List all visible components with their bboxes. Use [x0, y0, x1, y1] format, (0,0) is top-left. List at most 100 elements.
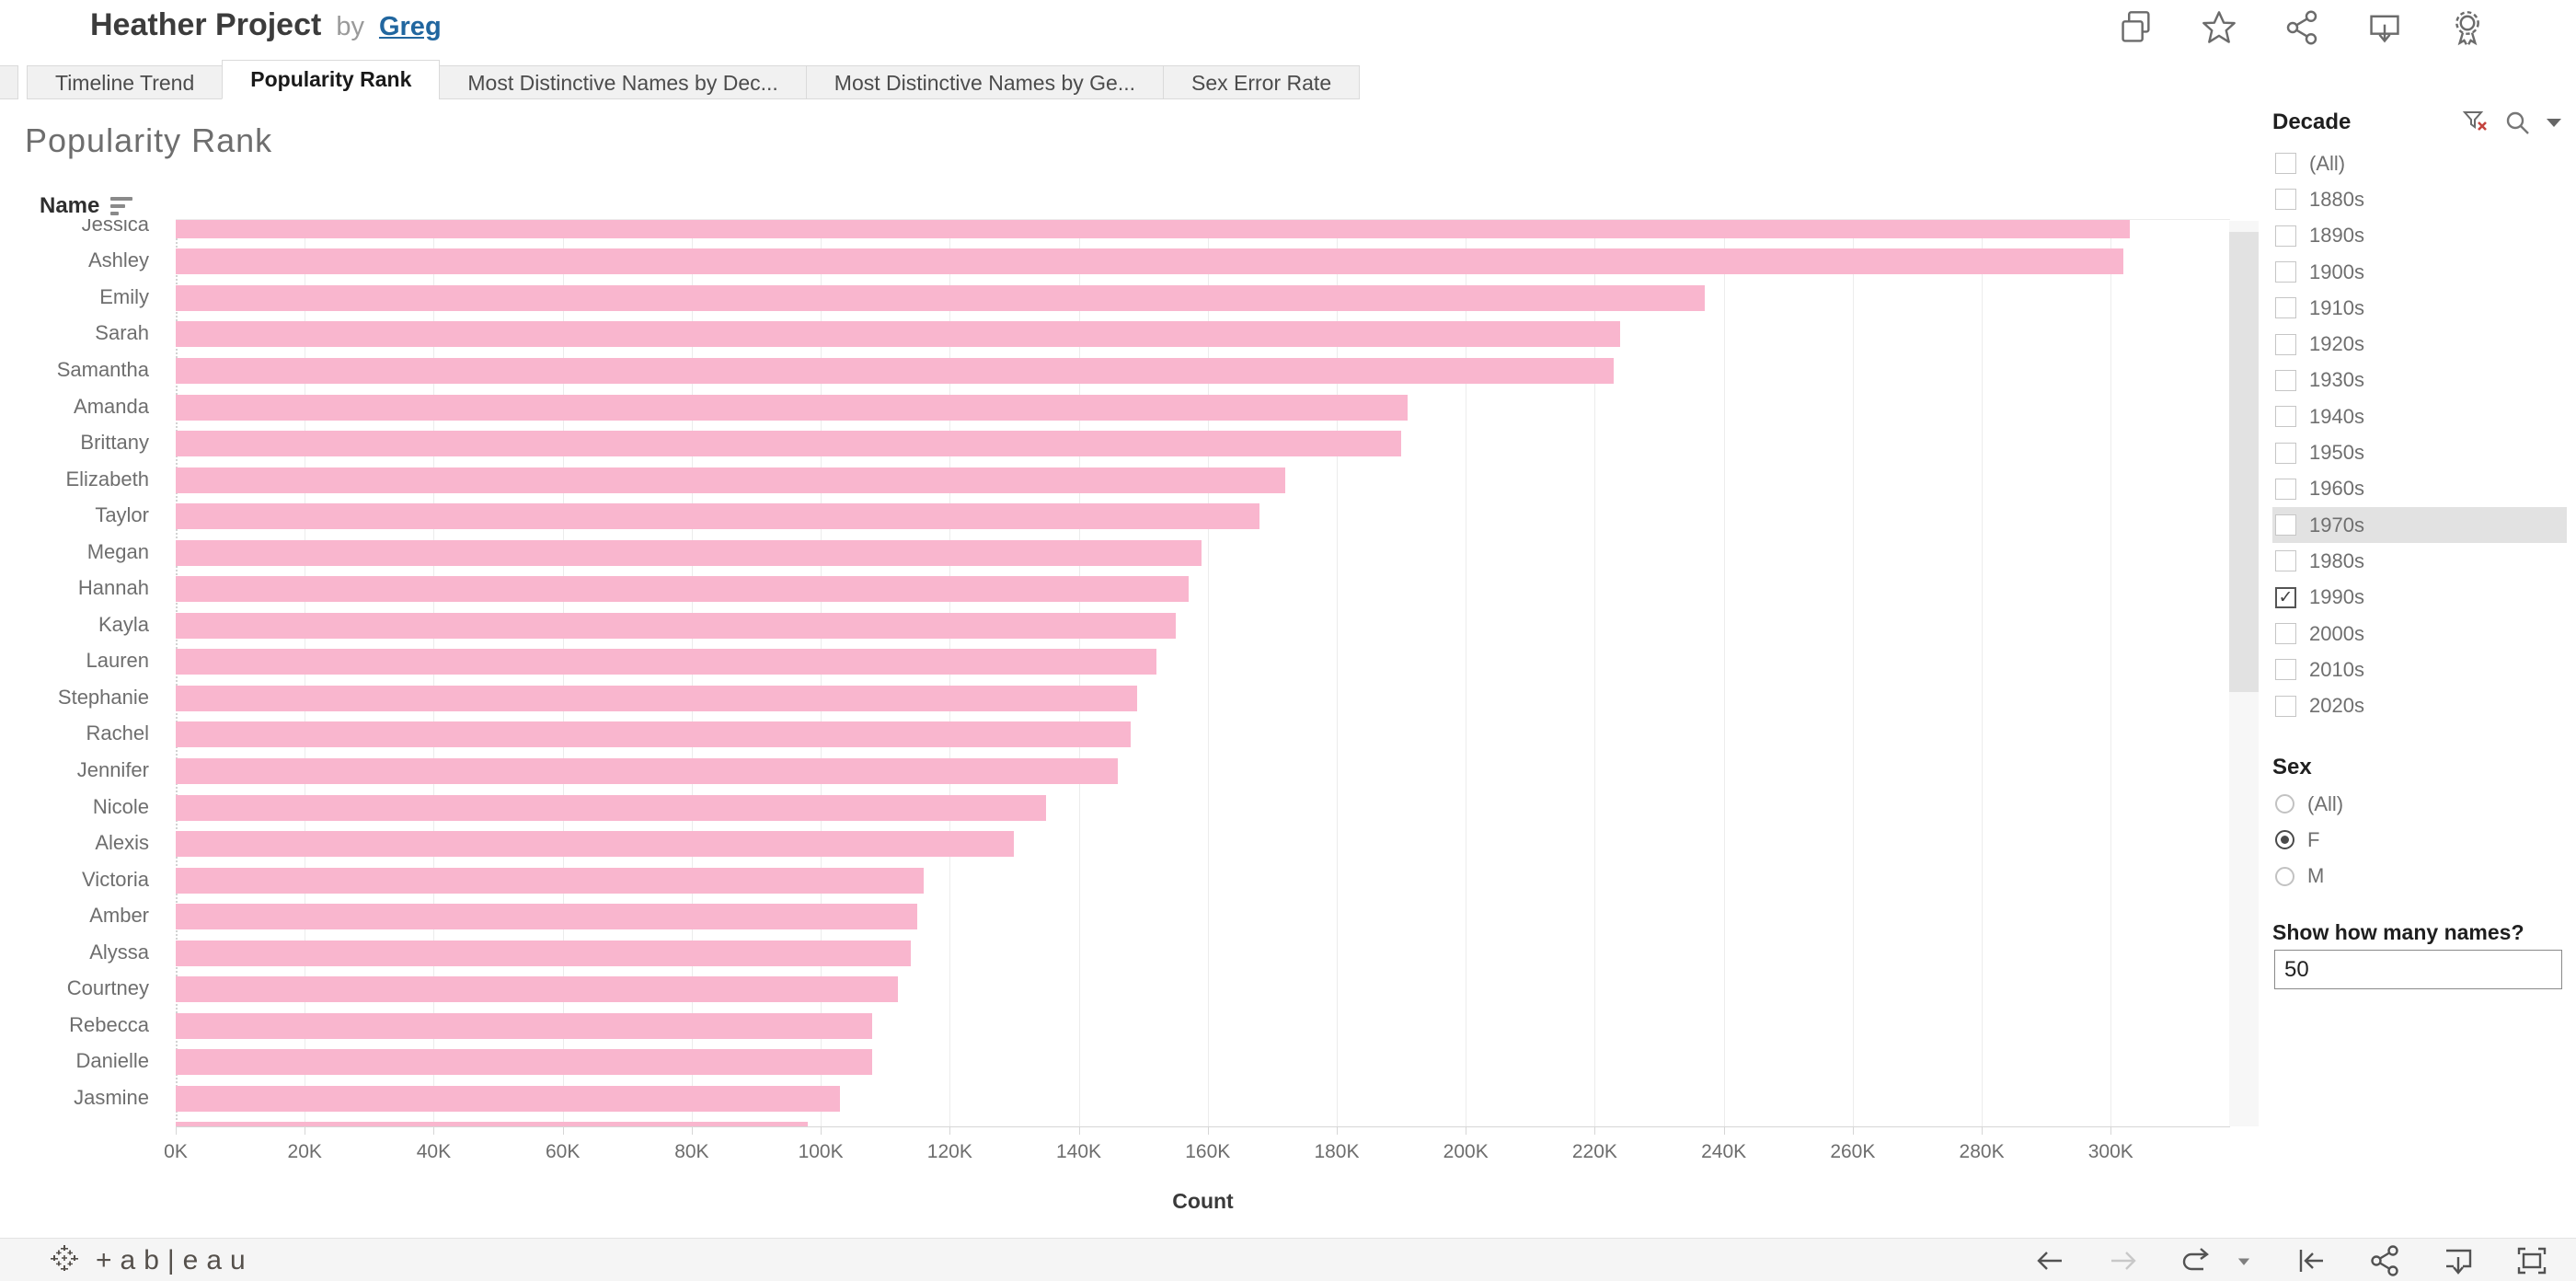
bar-jennifer[interactable]	[176, 757, 1118, 784]
bar-emily[interactable]	[176, 284, 1705, 311]
tab-popularity-rank[interactable]: Popularity Rank	[222, 60, 441, 99]
y-label-nicole: Nicole	[92, 794, 149, 818]
replay-icon[interactable]	[2180, 1244, 2214, 1277]
checkbox-2020s[interactable]	[2275, 695, 2296, 717]
x-tick-0k: 0K	[164, 1141, 188, 1162]
checkbox-1920s[interactable]	[2275, 333, 2296, 355]
bar-sarah[interactable]	[176, 321, 1621, 348]
bar-taylor[interactable]	[176, 503, 1259, 530]
decade-option-1910s[interactable]: 1910s	[2272, 290, 2567, 326]
decade-option-1950s[interactable]: 1950s	[2272, 434, 2567, 470]
tab-sex-error-rate[interactable]: Sex Error Rate	[1163, 65, 1361, 99]
checkbox-all[interactable]	[2275, 153, 2296, 175]
column-header-name[interactable]: Name	[40, 193, 133, 219]
checkbox-1930s[interactable]	[2275, 369, 2296, 391]
checkbox-2000s[interactable]	[2275, 623, 2296, 644]
clear-filter-icon[interactable]	[2462, 109, 2490, 136]
checkbox-1910s[interactable]	[2275, 297, 2296, 319]
award-icon[interactable]	[2449, 9, 2486, 51]
decade-option-1940s[interactable]: 1940s	[2272, 398, 2567, 434]
bar-victoria[interactable]	[176, 867, 925, 894]
bar-courtney[interactable]	[176, 976, 899, 1003]
bar-amanda[interactable]	[176, 394, 1409, 421]
undo-icon[interactable]	[2033, 1244, 2066, 1277]
bar-rebecca[interactable]	[176, 1012, 873, 1039]
tickmark	[433, 1127, 435, 1135]
replay-caret-icon[interactable]	[2234, 1251, 2254, 1271]
download-icon[interactable]	[2366, 9, 2403, 51]
chart-scrollbar[interactable]	[2229, 221, 2259, 1126]
decade-option-1890s[interactable]: 1890s	[2272, 218, 2567, 254]
bar-danielle[interactable]	[176, 1049, 873, 1076]
radio-f[interactable]	[2275, 830, 2294, 850]
checkbox-1880s[interactable]	[2275, 189, 2296, 211]
bar-hannah[interactable]	[176, 576, 1189, 603]
search-icon[interactable]	[2504, 110, 2530, 135]
checkbox-1960s[interactable]	[2275, 478, 2296, 500]
bar-kayla[interactable]	[176, 612, 1176, 639]
checkbox-1950s[interactable]	[2275, 442, 2296, 464]
share-icon[interactable]	[2283, 9, 2320, 51]
bar-rachel[interactable]	[176, 721, 1131, 748]
bar-lauren[interactable]	[176, 649, 1156, 675]
bar-blank[interactable]	[176, 1122, 809, 1127]
bar-amber[interactable]	[176, 904, 918, 930]
decade-option-2020s[interactable]: 2020s	[2272, 687, 2567, 723]
checkbox-1980s[interactable]	[2275, 550, 2296, 572]
bar-row-rachel	[176, 717, 2230, 754]
decade-option-all[interactable]: (All)	[2272, 145, 2567, 181]
sex-option-all[interactable]: (All)	[2272, 786, 2567, 822]
tab-timeline-trend[interactable]: Timeline Trend	[27, 65, 224, 99]
sex-option-f[interactable]: F	[2272, 822, 2567, 858]
decade-option-1960s[interactable]: 1960s	[2272, 471, 2567, 507]
names-count-input[interactable]	[2274, 950, 2562, 989]
decade-option-2010s[interactable]: 2010s	[2272, 652, 2567, 687]
redo-icon[interactable]	[2107, 1244, 2140, 1277]
checkbox-2010s[interactable]	[2275, 659, 2296, 681]
tickmark	[1594, 1127, 1596, 1135]
x-tick-220k: 220K	[1571, 1141, 1617, 1162]
bar-ashley[interactable]	[176, 248, 2124, 275]
decade-option-1930s[interactable]: 1930s	[2272, 363, 2567, 398]
checkbox-1890s[interactable]	[2275, 225, 2296, 247]
fullscreen-icon[interactable]	[2515, 1244, 2548, 1277]
decade-option-1970s[interactable]: 1970s	[2272, 506, 2567, 544]
bar-jessica[interactable]	[176, 220, 2131, 238]
decade-option-1880s[interactable]: 1880s	[2272, 181, 2567, 217]
decade-option-1900s[interactable]: 1900s	[2272, 254, 2567, 290]
bar-row-jasmine	[176, 1080, 2230, 1117]
bar-alyssa[interactable]	[176, 940, 912, 966]
checkbox-1970s[interactable]	[2275, 514, 2296, 537]
bar-jasmine[interactable]	[176, 1085, 841, 1112]
bar-stephanie[interactable]	[176, 685, 1137, 711]
share-icon[interactable]	[2368, 1244, 2401, 1277]
chart-scrollbar-thumb[interactable]	[2229, 232, 2259, 692]
decade-option-1990s[interactable]: ✓ 1990s	[2272, 580, 2567, 616]
bar-megan[interactable]	[176, 539, 1202, 566]
reset-icon[interactable]	[2294, 1244, 2328, 1277]
decade-option-2000s[interactable]: 2000s	[2272, 616, 2567, 652]
bar-nicole[interactable]	[176, 794, 1047, 821]
y-label-emily: Emily	[99, 284, 149, 308]
decade-option-1980s[interactable]: 1980s	[2272, 543, 2567, 579]
bar-elizabeth[interactable]	[176, 467, 1285, 493]
tab-most-distinctive-names-by-dec[interactable]: Most Distinctive Names by Dec...	[439, 65, 807, 99]
copy-icon[interactable]	[2118, 9, 2155, 51]
dropdown-caret-icon[interactable]	[2545, 117, 2563, 128]
checkbox-1940s[interactable]	[2275, 406, 2296, 428]
bar-brittany[interactable]	[176, 431, 1402, 457]
checkbox-1900s[interactable]	[2275, 261, 2296, 283]
bar-samantha[interactable]	[176, 357, 1615, 384]
sex-option-m[interactable]: M	[2272, 859, 2567, 894]
tab-most-distinctive-names-by-ge[interactable]: Most Distinctive Names by Ge...	[805, 65, 1164, 99]
radio-m[interactable]	[2275, 866, 2294, 886]
download-icon[interactable]	[2442, 1244, 2475, 1277]
author-link[interactable]: Greg	[378, 12, 442, 41]
radio-all[interactable]	[2275, 794, 2294, 814]
decade-option-1920s[interactable]: 1920s	[2272, 326, 2567, 362]
tableau-logo[interactable]: +ab|eau	[46, 1240, 254, 1281]
star-icon[interactable]	[2201, 9, 2237, 51]
x-tick-100k: 100K	[798, 1141, 844, 1162]
checkbox-1990s[interactable]: ✓	[2275, 586, 2296, 608]
bar-alexis[interactable]	[176, 831, 1015, 858]
